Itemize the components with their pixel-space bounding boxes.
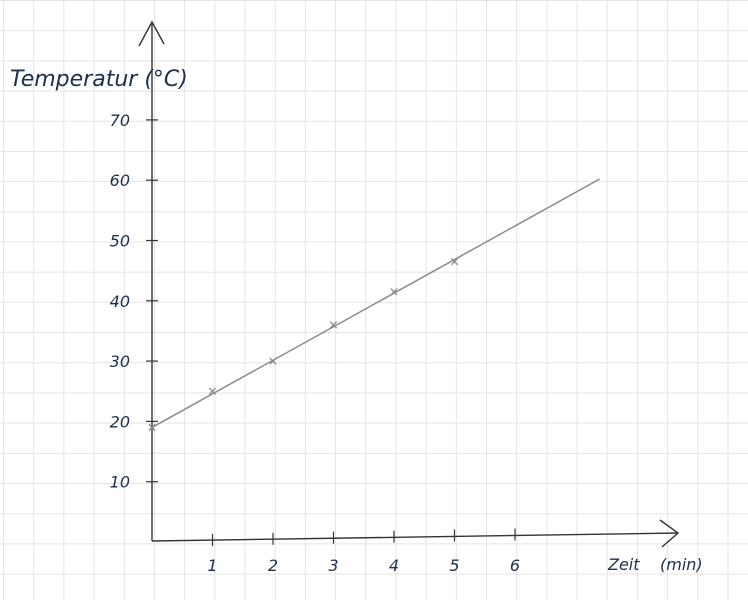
y-tick-label: 50 bbox=[110, 232, 130, 251]
x-ticks: 1 2 3 4 5 6 bbox=[207, 528, 520, 575]
series-line-group bbox=[151, 178, 601, 429]
y-axis-label: Temperatur (°C) bbox=[10, 67, 188, 92]
data-point-x-marker bbox=[390, 288, 398, 296]
y-tick-label: 30 bbox=[110, 352, 130, 371]
x-tick-label: 6 bbox=[510, 556, 520, 575]
x-axis-label: Zeit bbox=[607, 555, 640, 574]
x-tick-label: 5 bbox=[449, 556, 459, 575]
axes bbox=[138, 20, 680, 548]
y-tick-label: 20 bbox=[110, 412, 130, 431]
data-point-x-marker bbox=[148, 423, 156, 432]
x-tick-label: 3 bbox=[328, 556, 338, 575]
data-point-x-marker bbox=[329, 321, 338, 329]
x-axis-unit-label: (min) bbox=[660, 555, 703, 574]
fit-line bbox=[151, 178, 601, 429]
x-axis bbox=[151, 532, 679, 542]
y-tick-label: 40 bbox=[110, 292, 130, 311]
data-point-x-marker bbox=[269, 357, 277, 365]
x-tick-label: 1 bbox=[207, 556, 217, 575]
data-point-x-marker bbox=[450, 257, 459, 266]
x-axis-arrowhead bbox=[659, 519, 680, 548]
y-tick-label: 70 bbox=[110, 111, 130, 130]
y-tick-label: 60 bbox=[110, 171, 130, 190]
series-points-group bbox=[148, 257, 459, 432]
y-ticks: 10 20 30 40 50 60 70 bbox=[110, 111, 158, 492]
x-tick-label: 4 bbox=[389, 556, 399, 575]
y-axis-arrowhead bbox=[138, 20, 165, 47]
y-tick-label: 10 bbox=[110, 473, 130, 492]
data-point-x-marker bbox=[208, 387, 217, 395]
x-tick-label: 2 bbox=[268, 556, 278, 575]
